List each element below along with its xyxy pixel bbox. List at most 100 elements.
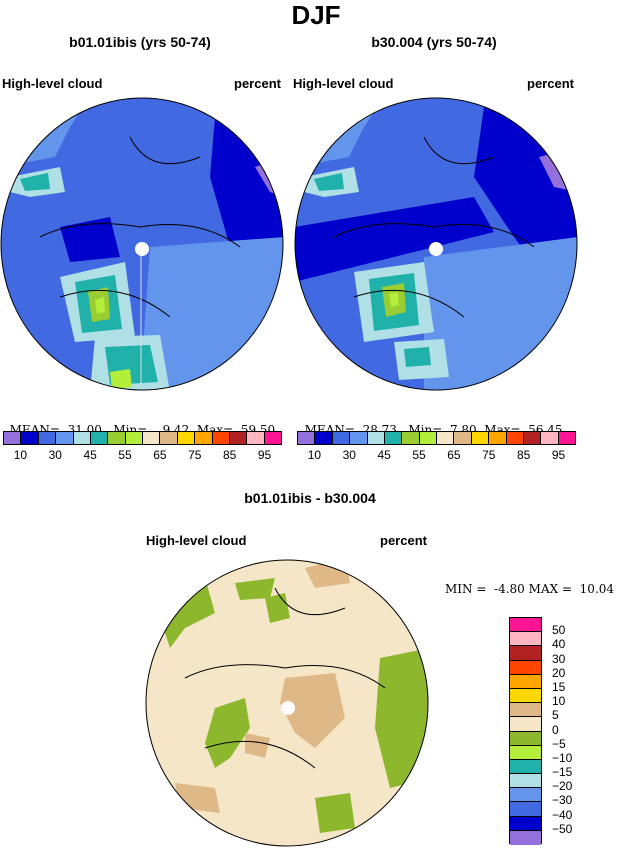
colorbar-swatch — [419, 432, 437, 444]
diff-units: percent — [380, 533, 427, 548]
colorbar-swatch — [247, 432, 265, 444]
map-left — [0, 97, 284, 391]
panel-left-title: b01.01ibis (yrs 50-74) — [69, 34, 211, 50]
colorbar-tick-label: 95 — [551, 448, 566, 462]
colorbar-right — [297, 431, 576, 445]
diff-colorbar-swatch — [510, 618, 541, 633]
colorbar-swatch — [4, 432, 22, 444]
diff-colorbar-tick-label: 10 — [552, 694, 566, 709]
diff-colorbar-tick-label: 40 — [552, 637, 566, 652]
diff-colorbar — [509, 617, 542, 845]
panel-right-variable: High-level cloud — [293, 76, 394, 91]
diff-min-value: -4.80 — [494, 582, 525, 596]
diff-colorbar-tick-label: 0 — [552, 722, 559, 737]
colorbar-tick-label: 75 — [188, 448, 202, 462]
diff-colorbar-swatch — [510, 788, 541, 803]
diff-colorbar-swatch — [510, 688, 541, 704]
colorbar-swatch — [454, 432, 472, 444]
diff-max-value: 10.04 — [579, 582, 615, 596]
diff-colorbar-tick-label: −15 — [552, 765, 573, 780]
diff-colorbar-swatch — [510, 745, 541, 760]
diff-colorbar-swatch — [510, 816, 541, 831]
colorbar-tick-label: 45 — [83, 448, 97, 462]
colorbar-tick-label: 30 — [342, 448, 356, 462]
diff-colorbar-tick-label: −5 — [552, 736, 566, 751]
diff-colorbar-tick-label: −20 — [552, 779, 573, 794]
diff-colorbar-tick-label: 20 — [552, 665, 566, 680]
page-title: DJF — [291, 0, 341, 30]
colorbar-swatch — [298, 432, 316, 444]
diff-colorbar-tick-label: 15 — [552, 679, 566, 694]
diff-colorbar-swatch — [510, 632, 541, 647]
diff-colorbar-tick-label: −50 — [552, 821, 573, 836]
diff-max-label: MAX = — [528, 582, 573, 596]
colorbar-tick-label: 75 — [482, 448, 496, 462]
colorbar-tick-label: 85 — [223, 448, 237, 462]
colorbar-swatch — [212, 432, 230, 444]
colorbar-tick-label: 65 — [447, 448, 461, 462]
map-right — [294, 97, 578, 391]
colorbar-tick-label: 10 — [307, 448, 322, 462]
diff-colorbar-swatch — [510, 759, 541, 775]
colorbar-swatch — [73, 432, 91, 444]
colorbar-tick-label: 30 — [48, 448, 62, 462]
colorbar-swatch — [506, 432, 524, 444]
colorbar-left-ticks: 10 30 45 55 65 75 85 95 — [3, 448, 282, 462]
colorbar-swatch — [38, 432, 57, 444]
colorbar-swatch — [332, 432, 351, 444]
diff-colorbar-swatch — [510, 774, 541, 789]
colorbar-swatch — [177, 432, 196, 444]
colorbar-swatch — [489, 432, 507, 444]
diff-colorbar-swatch — [510, 731, 541, 746]
diff-colorbar-ticks: 50 40 30 20 15 10 5 0 −5 −10 −15 −20 −30 −40 −50 — [552, 617, 592, 844]
panel-left-units: percent — [234, 76, 281, 91]
colorbar-swatch — [523, 432, 542, 444]
colorbar-swatch — [264, 432, 281, 444]
colorbar-tick-label: 45 — [377, 448, 391, 462]
colorbar-swatch — [21, 432, 39, 444]
diff-min-label: MIN = — [445, 582, 487, 596]
colorbar-swatch — [229, 432, 248, 444]
colorbar-swatch — [315, 432, 333, 444]
colorbar-swatch — [195, 432, 213, 444]
diff-colorbar-swatch — [510, 717, 541, 732]
diff-colorbar-swatch — [510, 802, 541, 817]
panel-right-units: percent — [527, 76, 574, 91]
colorbar-swatch — [56, 432, 74, 444]
diff-colorbar-swatch — [510, 674, 541, 689]
diff-colorbar-swatch — [510, 703, 541, 718]
colorbar-swatch — [402, 432, 420, 444]
colorbar-tick-label: 55 — [118, 448, 132, 462]
diff-colorbar-swatch — [510, 646, 541, 661]
colorbar-swatch — [558, 432, 575, 444]
map-diff — [145, 559, 429, 847]
diff-colorbar-swatch — [510, 830, 541, 845]
colorbar-swatch — [541, 432, 559, 444]
diff-variable: High-level cloud — [146, 533, 247, 548]
diff-colorbar-tick-label: −10 — [552, 750, 573, 765]
colorbar-left — [3, 431, 282, 445]
colorbar-swatch — [367, 432, 385, 444]
colorbar-swatch — [90, 432, 109, 444]
colorbar-swatch — [125, 432, 143, 444]
colorbar-tick-label: 65 — [153, 448, 167, 462]
colorbar-tick-label: 85 — [517, 448, 531, 462]
colorbar-tick-label: 95 — [257, 448, 272, 462]
diff-colorbar-tick-label: 50 — [552, 623, 566, 638]
colorbar-tick-label: 55 — [412, 448, 426, 462]
diff-title: b01.01ibis - b30.004 — [244, 490, 376, 506]
diff-colorbar-tick-label: −40 — [552, 807, 573, 822]
colorbar-tick-label: 10 — [13, 448, 28, 462]
colorbar-swatch — [143, 432, 161, 444]
colorbar-swatch — [108, 432, 126, 444]
panel-left-variable: High-level cloud — [2, 76, 103, 91]
diff-stats: MIN = -4.80 MAX = 10.04 — [445, 582, 614, 596]
diff-colorbar-tick-label: 30 — [552, 651, 566, 666]
colorbar-swatch — [471, 432, 490, 444]
colorbar-swatch — [384, 432, 403, 444]
diff-colorbar-tick-label: −30 — [552, 793, 573, 808]
colorbar-right-ticks: 10 30 45 55 65 75 85 95 — [297, 448, 576, 462]
diff-colorbar-swatch — [510, 660, 541, 675]
panel-right-title: b30.004 (yrs 50-74) — [371, 34, 497, 50]
colorbar-swatch — [350, 432, 368, 444]
